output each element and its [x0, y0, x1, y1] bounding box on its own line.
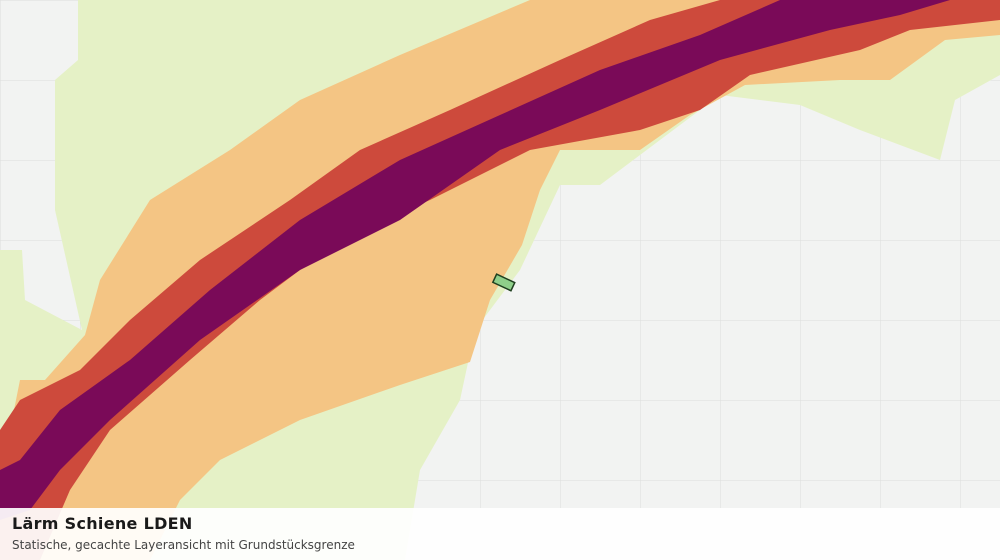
- layer-subtitle: Statische, gecachte Layeransicht mit Gru…: [12, 538, 355, 552]
- parcel-boundary: [491, 273, 516, 292]
- layer-caption: Lärm Schiene LDEN Statische, gecachte La…: [0, 508, 1000, 560]
- layer-title: Lärm Schiene LDEN: [12, 514, 193, 533]
